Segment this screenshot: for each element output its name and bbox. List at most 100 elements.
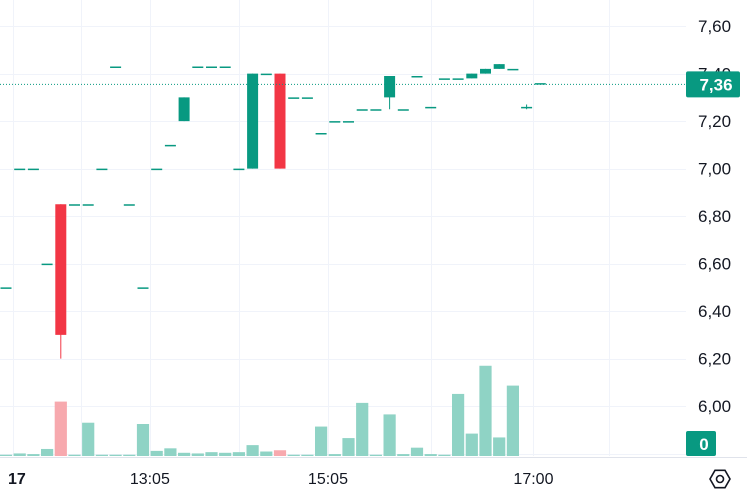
hexagon-settings-icon[interactable]: [709, 469, 731, 489]
candle-body: [493, 64, 505, 69]
volume-bar: [13, 453, 26, 456]
volume-bar: [287, 454, 300, 456]
candle-body: [384, 76, 396, 98]
price-axis[interactable]: 7,607,407,207,006,806,606,406,206,00: [698, 17, 731, 416]
candle-body: [247, 73, 259, 169]
volume-bar: [424, 454, 437, 456]
candle-body: [370, 109, 382, 111]
candle-body: [82, 204, 94, 206]
price-tick-label: 6,20: [698, 350, 731, 369]
volume-bar: [219, 452, 232, 456]
volume-bar: [123, 454, 136, 456]
price-tick-label: 7,00: [698, 160, 731, 179]
candle-body: [343, 121, 354, 123]
volume-bar: [479, 365, 492, 456]
candle-body: [14, 168, 26, 171]
candle-body: [69, 204, 80, 206]
last-price-badge-bg: [686, 71, 740, 98]
price-candles: [0, 64, 546, 359]
candle-body: [480, 68, 491, 74]
candle-body: [110, 66, 122, 68]
volume-bar: [150, 450, 163, 456]
candle-body: [206, 66, 217, 68]
candle-body: [219, 66, 231, 68]
volume-bar: [27, 454, 40, 456]
volume-bar: [383, 414, 396, 456]
last-price-label: 7,36: [699, 75, 732, 94]
volume-bar: [493, 437, 506, 456]
time-tick-label: 17: [8, 471, 26, 488]
candle-body: [521, 106, 533, 109]
candle-body: [329, 121, 341, 123]
volume-bar: [68, 454, 81, 456]
volume-bars: [0, 365, 519, 456]
time-tick-label: 15:05: [308, 471, 348, 488]
candle-body: [260, 73, 272, 76]
volume-bar: [315, 426, 328, 456]
volume-bar: [465, 433, 478, 456]
candle-body: [123, 204, 135, 206]
volume-bar: [109, 454, 122, 456]
volume-bar: [82, 422, 95, 456]
volume-bar: [0, 454, 13, 456]
time-tick-label: 17:00: [513, 471, 553, 488]
candle-body: [438, 78, 450, 80]
price-tick-label: 7,60: [698, 17, 731, 36]
candle-body: [151, 168, 163, 171]
volume-badge: 0: [686, 431, 716, 456]
candle-body: [507, 68, 519, 71]
candle-body: [96, 168, 108, 171]
candle-body: [397, 109, 409, 111]
time-axis[interactable]: 17 13:05 15:05 17:00: [0, 457, 747, 489]
time-tick-label: 13:05: [130, 471, 170, 488]
price-tick-label: 6,40: [698, 302, 731, 321]
volume-bar: [54, 401, 67, 456]
volume-bar: [246, 445, 259, 456]
candle-body: [233, 168, 245, 171]
price-tick-label: 6,80: [698, 207, 731, 226]
price-tick-label: 6,00: [698, 397, 731, 416]
candle-body: [41, 263, 53, 266]
candle-body: [356, 109, 368, 111]
candle-body: [137, 287, 149, 289]
volume-bar: [438, 454, 451, 456]
volume-bar: [260, 451, 273, 456]
volume-badge-label: 0: [699, 435, 708, 454]
last-price-badge: 7,36: [686, 71, 740, 98]
volume-bar: [452, 393, 465, 456]
candle-body: [288, 97, 300, 99]
volume-bar: [205, 452, 218, 456]
volume-bar: [136, 424, 150, 456]
candle-body: [452, 78, 464, 80]
candle-body: [27, 168, 39, 171]
candle-body: [178, 97, 190, 122]
volume-bar: [506, 385, 519, 456]
volume-bar: [191, 453, 204, 456]
price-tick-label: 6,60: [698, 255, 731, 274]
volume-bar: [410, 447, 424, 456]
price-tick-label: 7,20: [698, 112, 731, 131]
volume-bar: [178, 452, 191, 456]
volume-bar: [41, 448, 54, 456]
candle-body: [274, 73, 286, 169]
candle-body: [425, 106, 437, 109]
candle-body: [164, 144, 176, 147]
volume-badge-bg: [686, 431, 716, 456]
candle-body: [0, 287, 12, 289]
volume-bar: [369, 454, 382, 456]
volume-bar: [232, 452, 245, 456]
candle-body: [315, 133, 327, 135]
volume-bar: [164, 448, 177, 456]
volume-bar: [328, 454, 341, 456]
candle-body: [466, 73, 478, 79]
candle-body: [301, 97, 313, 99]
volume-bar: [273, 450, 287, 456]
grid-lines: [0, 0, 686, 456]
volume-bar: [95, 454, 108, 456]
volume-bar: [397, 454, 410, 456]
volume-bar: [342, 438, 355, 456]
candle-body: [55, 204, 67, 335]
volume-bar: [356, 402, 369, 456]
